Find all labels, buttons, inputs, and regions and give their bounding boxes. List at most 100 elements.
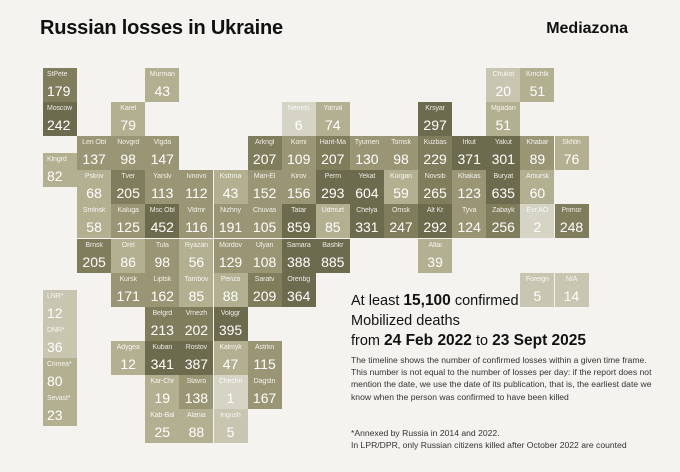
region-tile-yakut: Yakut 301 — [486, 136, 521, 171]
region-label: N/A — [565, 275, 578, 283]
region-tile-orenbg: Orenbg 364 — [281, 272, 316, 307]
region-label: Saratv — [254, 275, 275, 283]
region-tile-smlnsk: Smlnsk 58 — [77, 204, 112, 239]
region-value: 207 — [252, 151, 277, 168]
headline-suffix: confirmed — [454, 293, 519, 309]
region-tile-alania: Alania 88 — [179, 409, 214, 443]
region-tile-orel: Orel 86 — [111, 238, 146, 273]
region-label: Tomsk — [391, 139, 411, 147]
region-tile-liptsk: Liptsk 162 — [145, 272, 180, 307]
region-tile-volggr: Volggr 395 — [213, 306, 248, 341]
region-tile-komi: Komi 109 — [281, 136, 316, 171]
region-label: Tyva — [461, 207, 477, 215]
region-value: 152 — [252, 185, 277, 202]
region-label: Ulyan — [255, 241, 274, 249]
region-value: 162 — [150, 287, 174, 304]
region-value: 209 — [252, 287, 277, 304]
region-value: 58 — [86, 219, 102, 236]
region-tile-kuzbas: Kuzbas 229 — [418, 136, 453, 171]
region-tile-vldmr: Vldmr 116 — [179, 204, 214, 239]
region-value: 388 — [287, 253, 311, 270]
region-tile-yarslv: Yarslv 113 — [145, 170, 180, 205]
region-value: 23 — [47, 406, 63, 423]
region-tile-astrkn: Astrkn 115 — [247, 340, 282, 375]
region-tile-vrnezh: Vrnezh 202 — [179, 306, 214, 341]
region-value: 123 — [457, 185, 481, 202]
region-value: 297 — [423, 117, 447, 134]
region-value: 6 — [294, 117, 303, 134]
region-tile-mordov: Mordov 129 — [213, 238, 248, 273]
region-value: 12 — [47, 304, 63, 321]
region-tile-perm: Perm 293 — [315, 170, 350, 205]
region-value: 331 — [355, 219, 379, 236]
region-value: 207 — [321, 151, 345, 168]
region-tile-karchr: Kar-Chr 19 — [145, 374, 180, 409]
region-tile-kalmyk: Kalmyk 47 — [213, 340, 248, 375]
region-tile-skhlin: Skhlin 76 — [554, 136, 589, 171]
region-label: Kirov — [290, 173, 307, 181]
region-value: 859 — [287, 219, 311, 236]
headline: At least 15,100 confirmed Mobilized deat… — [351, 291, 586, 351]
region-label: Novsib — [424, 173, 446, 181]
region-tile-kaluga: Kaluga 125 — [111, 204, 146, 239]
headline-from: from — [351, 333, 380, 349]
region-label: Kmchtk — [526, 71, 549, 78]
region-tile-klngrd: Klngrd 82 — [43, 153, 77, 188]
region-tile-mgadan: Mgadan 51 — [486, 102, 521, 137]
region-label: Len Obl — [82, 139, 106, 147]
region-value: 124 — [457, 219, 481, 236]
region-value: 167 — [252, 389, 277, 406]
region-label: Karel — [120, 105, 137, 113]
region-value: 60 — [529, 185, 546, 202]
region-label: Arkngl — [254, 139, 275, 147]
headline-line-3: from 24 Feb 2022 to 23 Sept 2025 — [351, 331, 586, 351]
region-label: Khabar — [526, 139, 549, 147]
region-label: Crimea* — [47, 360, 72, 368]
region-value: 108 — [252, 253, 277, 270]
region-label: Nenets — [287, 105, 310, 113]
region-tile-ivnovo: Ivnovo 112 — [179, 170, 214, 205]
region-label: Alania — [186, 412, 206, 419]
region-label: Penza — [220, 275, 241, 283]
region-label: Chechn — [218, 377, 243, 385]
region-value: 12 — [120, 355, 136, 372]
region-value: 301 — [491, 151, 515, 168]
region-label: DNR* — [47, 326, 65, 334]
region-tile-kurgan: Kurgan 59 — [384, 170, 418, 205]
region-label: Skhlin — [562, 139, 581, 147]
region-tile-kursk: Kursk 171 — [111, 272, 146, 307]
region-value: 635 — [491, 185, 515, 202]
region-tile-omsk: Omsk 247 — [384, 204, 418, 239]
region-tile-evrao: Evr AO 2 — [520, 204, 555, 239]
region-value: 56 — [188, 253, 205, 270]
region-tile-primor: Primor 248 — [554, 204, 589, 239]
region-value: 247 — [389, 219, 413, 236]
region-tile-stavro: Stavro 138 — [179, 374, 214, 409]
region-tile-na: N/A 14 — [554, 272, 589, 307]
region-label: Chuvas — [253, 207, 277, 215]
region-label: Yekat — [358, 173, 376, 181]
region-label: Khakas — [457, 173, 481, 181]
region-label: Yakut — [494, 139, 512, 147]
headline-start-date: 24 Feb 2022 — [384, 332, 472, 349]
region-label: Ingush — [220, 412, 241, 419]
region-value: 293 — [321, 185, 345, 202]
region-value: 256 — [491, 219, 515, 236]
region-tile-belgrd: Belgrd 213 — [145, 306, 180, 341]
region-tile-kmchtk: Kmchtk 51 — [520, 68, 555, 102]
headline-end-date: 23 Sept 2025 — [492, 332, 587, 349]
region-value: 25 — [154, 424, 171, 440]
region-value: 82 — [47, 168, 63, 185]
region-tile-tyva: Tyva 124 — [452, 204, 487, 239]
region-label: Tambov — [184, 275, 209, 283]
region-value: 265 — [423, 185, 447, 202]
region-value: 129 — [218, 253, 243, 270]
region-label: Amursk — [525, 173, 549, 181]
region-value: 202 — [184, 321, 209, 338]
region-value: 51 — [495, 117, 512, 134]
region-tile-kabbal: Kab-Bal 25 — [145, 409, 180, 443]
region-value: 885 — [321, 253, 345, 270]
region-value: 80 — [47, 372, 63, 389]
region-value: 292 — [423, 219, 447, 236]
